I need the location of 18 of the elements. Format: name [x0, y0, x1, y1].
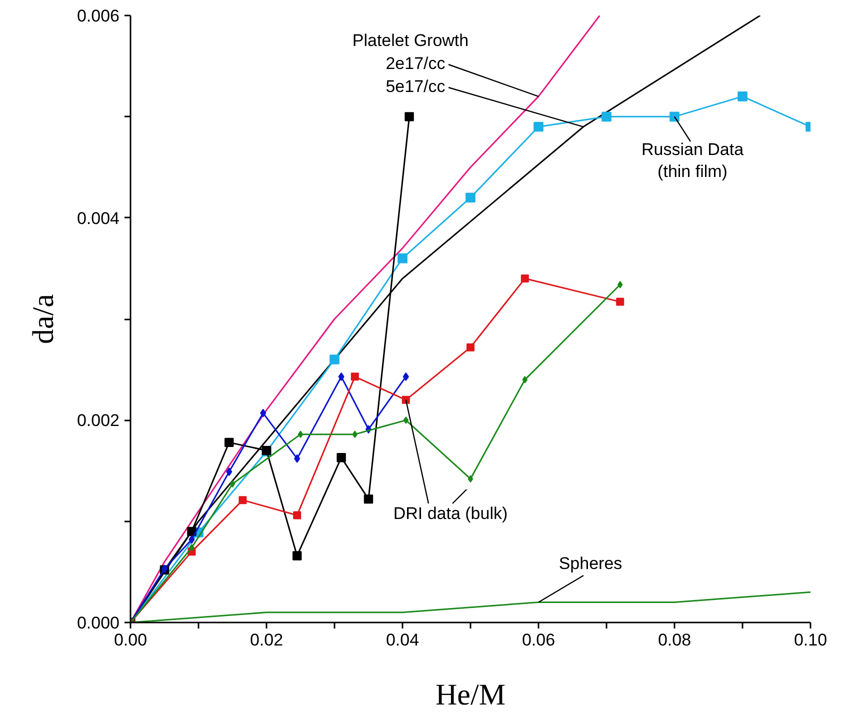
x-tick-label: 0.00 — [114, 630, 148, 650]
annotation: DRI data (bulk) — [393, 504, 508, 523]
x-tick-label: 0.08 — [658, 630, 692, 650]
annotation: 5e17/cc — [386, 77, 446, 96]
y-tick-label: 0.002 — [76, 411, 120, 430]
annotation: Spheres — [558, 554, 622, 573]
y-axis-title: da/a — [26, 294, 60, 344]
annotation: Russian Data (thin film) — [641, 140, 744, 181]
x-tick-label: 0.06 — [522, 630, 556, 650]
y-tick-label: 0.006 — [76, 6, 120, 26]
x-tick-label: 0.04 — [386, 630, 420, 650]
y-tick-label: 0.004 — [76, 208, 120, 228]
x-axis-title: He/M — [436, 678, 506, 712]
x-tick-label: 0.02 — [250, 630, 284, 650]
annotation: 2e17/cc — [386, 54, 446, 73]
y-tick-label: 0.000 — [76, 614, 120, 632]
annotation: Platelet Growth — [352, 31, 469, 50]
x-tick-label: 0.10 — [794, 630, 828, 650]
